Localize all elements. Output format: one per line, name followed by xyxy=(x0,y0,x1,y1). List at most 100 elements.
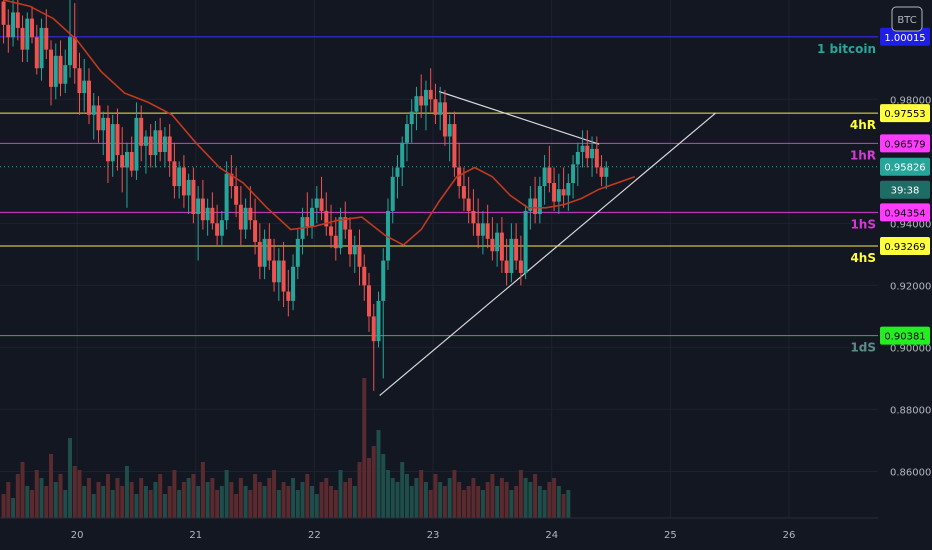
candle-body xyxy=(167,136,172,162)
candle-body xyxy=(101,117,106,131)
candle-body xyxy=(428,89,433,100)
volume-bar xyxy=(442,486,447,518)
volume-bar xyxy=(348,478,353,518)
x-tick-label: 23 xyxy=(427,530,440,541)
candle-body xyxy=(1,1,6,25)
y-tick-label: 0.92000 xyxy=(890,281,931,292)
volume-bar xyxy=(172,470,177,518)
volume-bar xyxy=(357,462,362,518)
candle-body xyxy=(523,210,528,273)
level-price-tag xyxy=(880,27,930,46)
volume-bar xyxy=(561,494,566,518)
volume-bar xyxy=(329,486,334,518)
volume-bar xyxy=(276,490,281,518)
candle-body xyxy=(571,164,576,184)
volume-bar xyxy=(11,498,16,518)
candle-body xyxy=(96,105,101,131)
volume-bar xyxy=(129,482,134,518)
candles xyxy=(1,0,609,391)
price-tags: 1.00015 0.97553 0.96579 0.94354 0.93269 0.903… xyxy=(880,27,930,345)
candle-body xyxy=(267,238,272,261)
volume-bar xyxy=(177,490,182,518)
level-price-tag-label: 0.96579 xyxy=(884,139,925,150)
candle-body xyxy=(404,124,409,143)
currency-badge-label: BTC xyxy=(897,15,916,26)
volume-bar xyxy=(523,478,528,518)
volume-bar xyxy=(366,458,371,518)
candle-body xyxy=(504,260,509,273)
volume-bar xyxy=(300,482,305,518)
x-tick-label: 24 xyxy=(545,530,558,541)
candle-body xyxy=(276,260,281,283)
y-tick-label: 0.90000 xyxy=(890,343,931,354)
candle-body xyxy=(139,117,144,146)
candle-body xyxy=(314,198,319,208)
candle-body xyxy=(329,226,334,236)
candle-body xyxy=(25,18,30,50)
candle-body xyxy=(229,173,234,187)
candle-body xyxy=(333,235,338,249)
candle-body xyxy=(6,24,11,38)
candle-body xyxy=(585,145,590,159)
volume-bar xyxy=(120,486,125,518)
candle-body xyxy=(63,65,68,84)
volume-bar xyxy=(200,462,205,518)
level-label: 4hR xyxy=(850,118,876,132)
candle-body xyxy=(480,223,485,236)
volume-bar xyxy=(480,490,485,518)
candle-body xyxy=(257,241,262,267)
volume-bar xyxy=(257,482,262,518)
volume-bar xyxy=(253,474,258,518)
volume-bar xyxy=(537,486,542,518)
candle-body xyxy=(86,80,91,115)
volume-bar xyxy=(205,482,210,518)
volume-bar xyxy=(143,486,148,518)
time-axis[interactable]: 20 21 22 23 24 25 26 xyxy=(0,517,932,550)
candle-body xyxy=(485,223,490,239)
candle-body xyxy=(561,189,566,196)
candle-body xyxy=(105,117,110,162)
candle-body xyxy=(120,155,125,168)
volume-bar xyxy=(224,470,229,518)
candle-body xyxy=(376,300,381,342)
candle-body xyxy=(158,130,163,152)
volume-bar xyxy=(68,438,73,518)
volume-bar xyxy=(101,486,106,518)
trendlines xyxy=(379,90,716,396)
candle-body xyxy=(366,285,371,317)
volume-bar xyxy=(110,490,115,518)
candle-body xyxy=(409,111,414,125)
volume-bar xyxy=(518,470,523,518)
volume-bar xyxy=(6,482,11,518)
x-tick-label: 26 xyxy=(783,530,796,541)
candle-body xyxy=(291,266,296,301)
candle-body xyxy=(590,148,595,159)
candle-body xyxy=(528,198,533,211)
candle-body xyxy=(357,245,362,267)
volume-bar xyxy=(39,478,44,518)
candle-body xyxy=(172,161,177,187)
volume-bar xyxy=(281,482,286,518)
candle-body xyxy=(143,136,148,146)
volume-bar xyxy=(352,486,357,518)
candle-body xyxy=(44,27,49,50)
candle-body xyxy=(580,145,585,152)
volume-bar xyxy=(476,486,481,518)
volume-bar xyxy=(376,430,381,518)
currency-badge[interactable]: BTC xyxy=(891,6,923,32)
candle-body xyxy=(181,167,186,196)
volume-bar xyxy=(15,474,20,518)
candle-body xyxy=(191,179,196,215)
volume-bar xyxy=(566,490,571,518)
volume-bar xyxy=(248,490,253,518)
candle-body xyxy=(537,186,542,215)
volume-bar xyxy=(267,478,272,518)
volume-bar xyxy=(485,482,490,518)
volume-bar xyxy=(556,486,561,518)
volume-bar xyxy=(314,494,319,518)
volume-bar xyxy=(238,478,243,518)
candle-body xyxy=(77,68,82,94)
volume-bar xyxy=(333,490,338,518)
